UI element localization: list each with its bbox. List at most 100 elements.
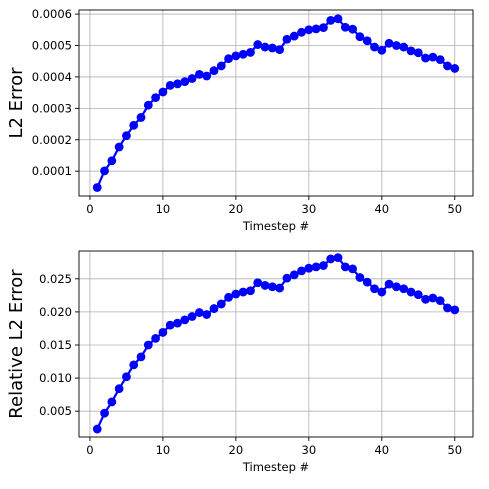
x-tick-label: 20 (229, 443, 244, 457)
x-tick-label: 40 (374, 202, 389, 216)
data-point (362, 277, 372, 287)
y-tick-label: 0.0005 (32, 39, 72, 53)
y-tick-label: 0.0002 (32, 133, 72, 147)
data-point (289, 270, 299, 280)
data-point (413, 48, 423, 58)
data-point (326, 15, 336, 25)
data-point (443, 303, 452, 313)
data-point (187, 74, 197, 83)
chart-panel-1: 0 10 20 30 40 50 0.0001 0.0002 0.0003 0.0004 0.000… (6, 7, 474, 233)
data-point (304, 263, 314, 273)
data-point (399, 284, 409, 294)
data-point (143, 100, 153, 110)
data-point (194, 308, 204, 317)
data-point (333, 253, 343, 263)
data-point (443, 61, 452, 71)
data-point (399, 42, 409, 52)
x-axis-label: Timestep # (242, 460, 309, 474)
x-tick-label: 30 (302, 443, 317, 457)
data-point (362, 36, 372, 46)
data-point (260, 42, 270, 52)
data-point (202, 310, 212, 319)
data-point (428, 293, 438, 303)
y-tick-label: 0.005 (39, 404, 72, 418)
data-point (370, 42, 379, 52)
data-point (282, 34, 292, 44)
data-point (209, 304, 219, 313)
data-point (348, 264, 358, 274)
data-point (231, 51, 241, 61)
data-point (391, 41, 401, 50)
data-point (246, 48, 255, 57)
data-point (92, 424, 102, 434)
x-tick-label: 50 (447, 443, 462, 457)
data-point (143, 340, 153, 350)
data-point (267, 43, 277, 53)
data-point (384, 279, 394, 289)
data-point (413, 290, 423, 300)
data-point (216, 61, 226, 71)
data-point (435, 296, 445, 306)
data-point (209, 66, 219, 76)
data-point (180, 77, 190, 87)
data-point (151, 93, 161, 103)
data-point (122, 131, 131, 141)
data-point (238, 287, 248, 297)
x-tick-label: 0 (86, 202, 93, 216)
data-point (107, 397, 117, 407)
data-point (326, 254, 336, 264)
data-point (224, 292, 233, 302)
data-point (246, 286, 255, 296)
data-point (202, 71, 212, 81)
data-point (158, 328, 168, 337)
data-point (216, 299, 226, 309)
x-tick-label: 10 (156, 202, 171, 216)
data-point (107, 156, 117, 166)
data-point (421, 53, 430, 63)
plot-area-frame (78, 9, 474, 197)
data-point (275, 45, 285, 54)
data-point (151, 333, 161, 343)
y-tick-label: 0.0006 (32, 7, 72, 21)
data-point (114, 384, 124, 394)
data-point (406, 287, 416, 297)
data-point (238, 49, 248, 59)
data-point (355, 273, 365, 282)
data-point (100, 408, 109, 418)
y-axis-label: L2 Error (6, 67, 27, 139)
data-point (319, 23, 328, 32)
data-point (340, 262, 350, 272)
y-tick-label: 0.0001 (32, 164, 72, 178)
x-tick-label: 10 (156, 443, 171, 457)
data-point (311, 262, 321, 272)
data-point (165, 81, 175, 90)
data-point (319, 261, 328, 270)
data-point (340, 22, 350, 32)
data-point (384, 38, 394, 48)
chart-panel-2: 0 10 20 30 40 50 0.005 0.010 0.015 0.020 0.025 Time… (6, 250, 474, 474)
data-point (297, 266, 306, 276)
data-point (333, 14, 343, 24)
data-point (231, 289, 241, 299)
y-tick-label: 0.020 (39, 305, 72, 319)
data-point (435, 55, 445, 65)
data-point (122, 372, 131, 382)
data-point (370, 284, 379, 294)
data-point (377, 45, 387, 55)
data-point (289, 31, 299, 41)
x-tick-label: 0 (86, 443, 93, 457)
x-tick-label: 30 (302, 202, 317, 216)
data-point (304, 25, 314, 35)
data-point (297, 27, 306, 37)
data-point (391, 282, 401, 292)
data-point (450, 64, 460, 73)
data-point (260, 281, 270, 290)
data-point (450, 305, 460, 315)
data-point (355, 32, 365, 42)
data-point (253, 40, 263, 49)
y-tick-label: 0.015 (39, 338, 72, 352)
y-tick-label: 0.025 (39, 272, 72, 286)
data-point (428, 52, 438, 62)
data-point (311, 24, 321, 34)
